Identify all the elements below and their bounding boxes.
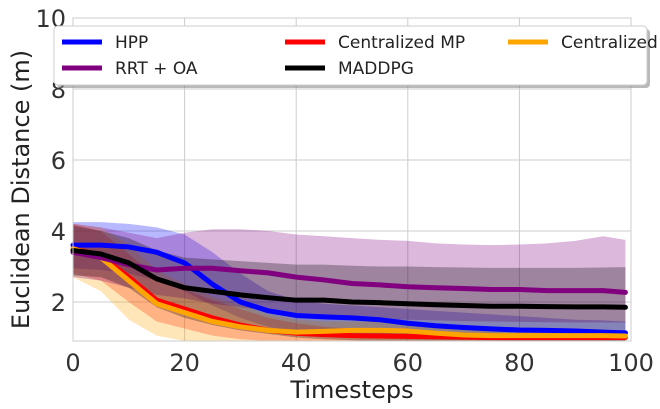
x-tick-label: 0	[65, 349, 80, 377]
x-tick-label: 40	[281, 349, 312, 377]
series-line-rrt-oa	[70, 249, 628, 295]
x-tick-label: 60	[393, 349, 424, 377]
legend-label: Centralized OA	[561, 33, 660, 53]
series-lines	[70, 242, 628, 340]
band-centralized-oa	[73, 223, 626, 341]
x-tick-label: 20	[169, 349, 200, 377]
series-line-hpp	[70, 242, 628, 336]
y-axis-label: Euclidean Distance (m)	[7, 50, 35, 329]
x-tick-label: 80	[504, 349, 535, 377]
plot-frame	[72, 17, 632, 342]
x-axis-ticks: 0 20 40 60 80 100	[65, 349, 654, 377]
legend: HPP Centralized MP Centralized OA RRT + OA M…	[53, 25, 660, 88]
x-tick-label: 100	[608, 349, 654, 377]
y-tick-label: 2	[51, 289, 66, 317]
x-axis-label: Timesteps	[289, 376, 413, 404]
band-centralized-mp	[73, 223, 626, 341]
legend-label: MADDPG	[338, 59, 414, 79]
series-line-centralized-oa	[70, 246, 628, 339]
band-hpp	[73, 222, 626, 341]
series-line-maddpg	[70, 247, 628, 310]
legend-item-hpp: HPP	[62, 33, 148, 53]
legend-label: Centralized MP	[338, 33, 465, 53]
y-tick-label: 4	[51, 218, 66, 246]
y-tick-label: 6	[51, 147, 66, 175]
legend-item-centralized-mp: Centralized MP	[285, 33, 465, 53]
band-rrt-oa	[73, 223, 626, 323]
legend-box	[53, 25, 648, 86]
legend-item-centralized-oa: Centralized OA	[508, 33, 660, 53]
legend-label: HPP	[115, 33, 148, 53]
legend-item-maddpg: MADDPG	[285, 59, 414, 79]
legend-item-rrt-oa: RRT + OA	[62, 59, 198, 79]
legend-label: RRT + OA	[115, 59, 198, 79]
